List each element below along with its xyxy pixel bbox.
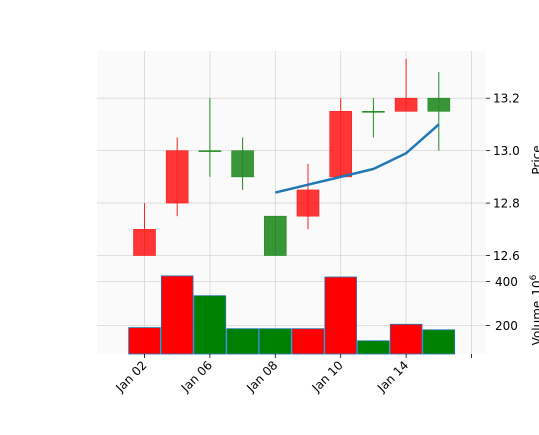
- price-marks: [133, 58, 451, 256]
- volume-marks: [128, 275, 456, 355]
- candle-body: [362, 111, 385, 113]
- candle-body: [329, 111, 353, 178]
- candle-body: [296, 189, 320, 217]
- volume-bar: [128, 327, 161, 355]
- volume-bar: [160, 275, 194, 355]
- xtick-label: Jan 06: [178, 358, 215, 395]
- candle-body: [165, 150, 189, 204]
- candle-body: [231, 150, 254, 178]
- xtick-label: Jan 02: [112, 358, 149, 395]
- xtick-label: Jan 14: [374, 358, 411, 395]
- candle-body: [198, 150, 222, 152]
- volume-axis-label: Volume 106: [529, 274, 539, 345]
- volume-bar: [389, 323, 423, 355]
- volume-ytick-label: 400: [495, 275, 518, 289]
- candle-body: [394, 97, 418, 112]
- candle-body: [133, 228, 156, 256]
- volume-bar: [226, 328, 259, 355]
- xtick-label: Jan 10: [309, 358, 346, 395]
- price-ytick-label: 12.8: [493, 197, 520, 211]
- moving-average-marks: [275, 123, 440, 194]
- volume-axis-label-base: 10: [530, 280, 539, 295]
- volume-bar: [291, 328, 325, 355]
- volume-bar: [259, 328, 292, 355]
- moving-average-line: [275, 123, 440, 194]
- volume-axis-label-name: Volume: [530, 301, 539, 346]
- price-axis-label: Price: [530, 145, 539, 174]
- candle-body: [263, 215, 287, 256]
- price-panel-background: [97, 51, 486, 266]
- xtick-label: Jan 08: [243, 358, 280, 395]
- price-ytick-label: 13.2: [493, 92, 520, 106]
- volume-bar: [324, 276, 357, 355]
- volume-bar: [193, 295, 227, 355]
- volume-bar: [422, 329, 456, 355]
- volume-axis-label-power: 6: [529, 274, 539, 280]
- volume-bar: [357, 340, 390, 355]
- volume-ytick-label: 200: [495, 319, 518, 333]
- price-ytick-label: 12.6: [493, 249, 520, 263]
- candle-body: [427, 97, 451, 112]
- price-ytick-label: 13.0: [493, 144, 520, 158]
